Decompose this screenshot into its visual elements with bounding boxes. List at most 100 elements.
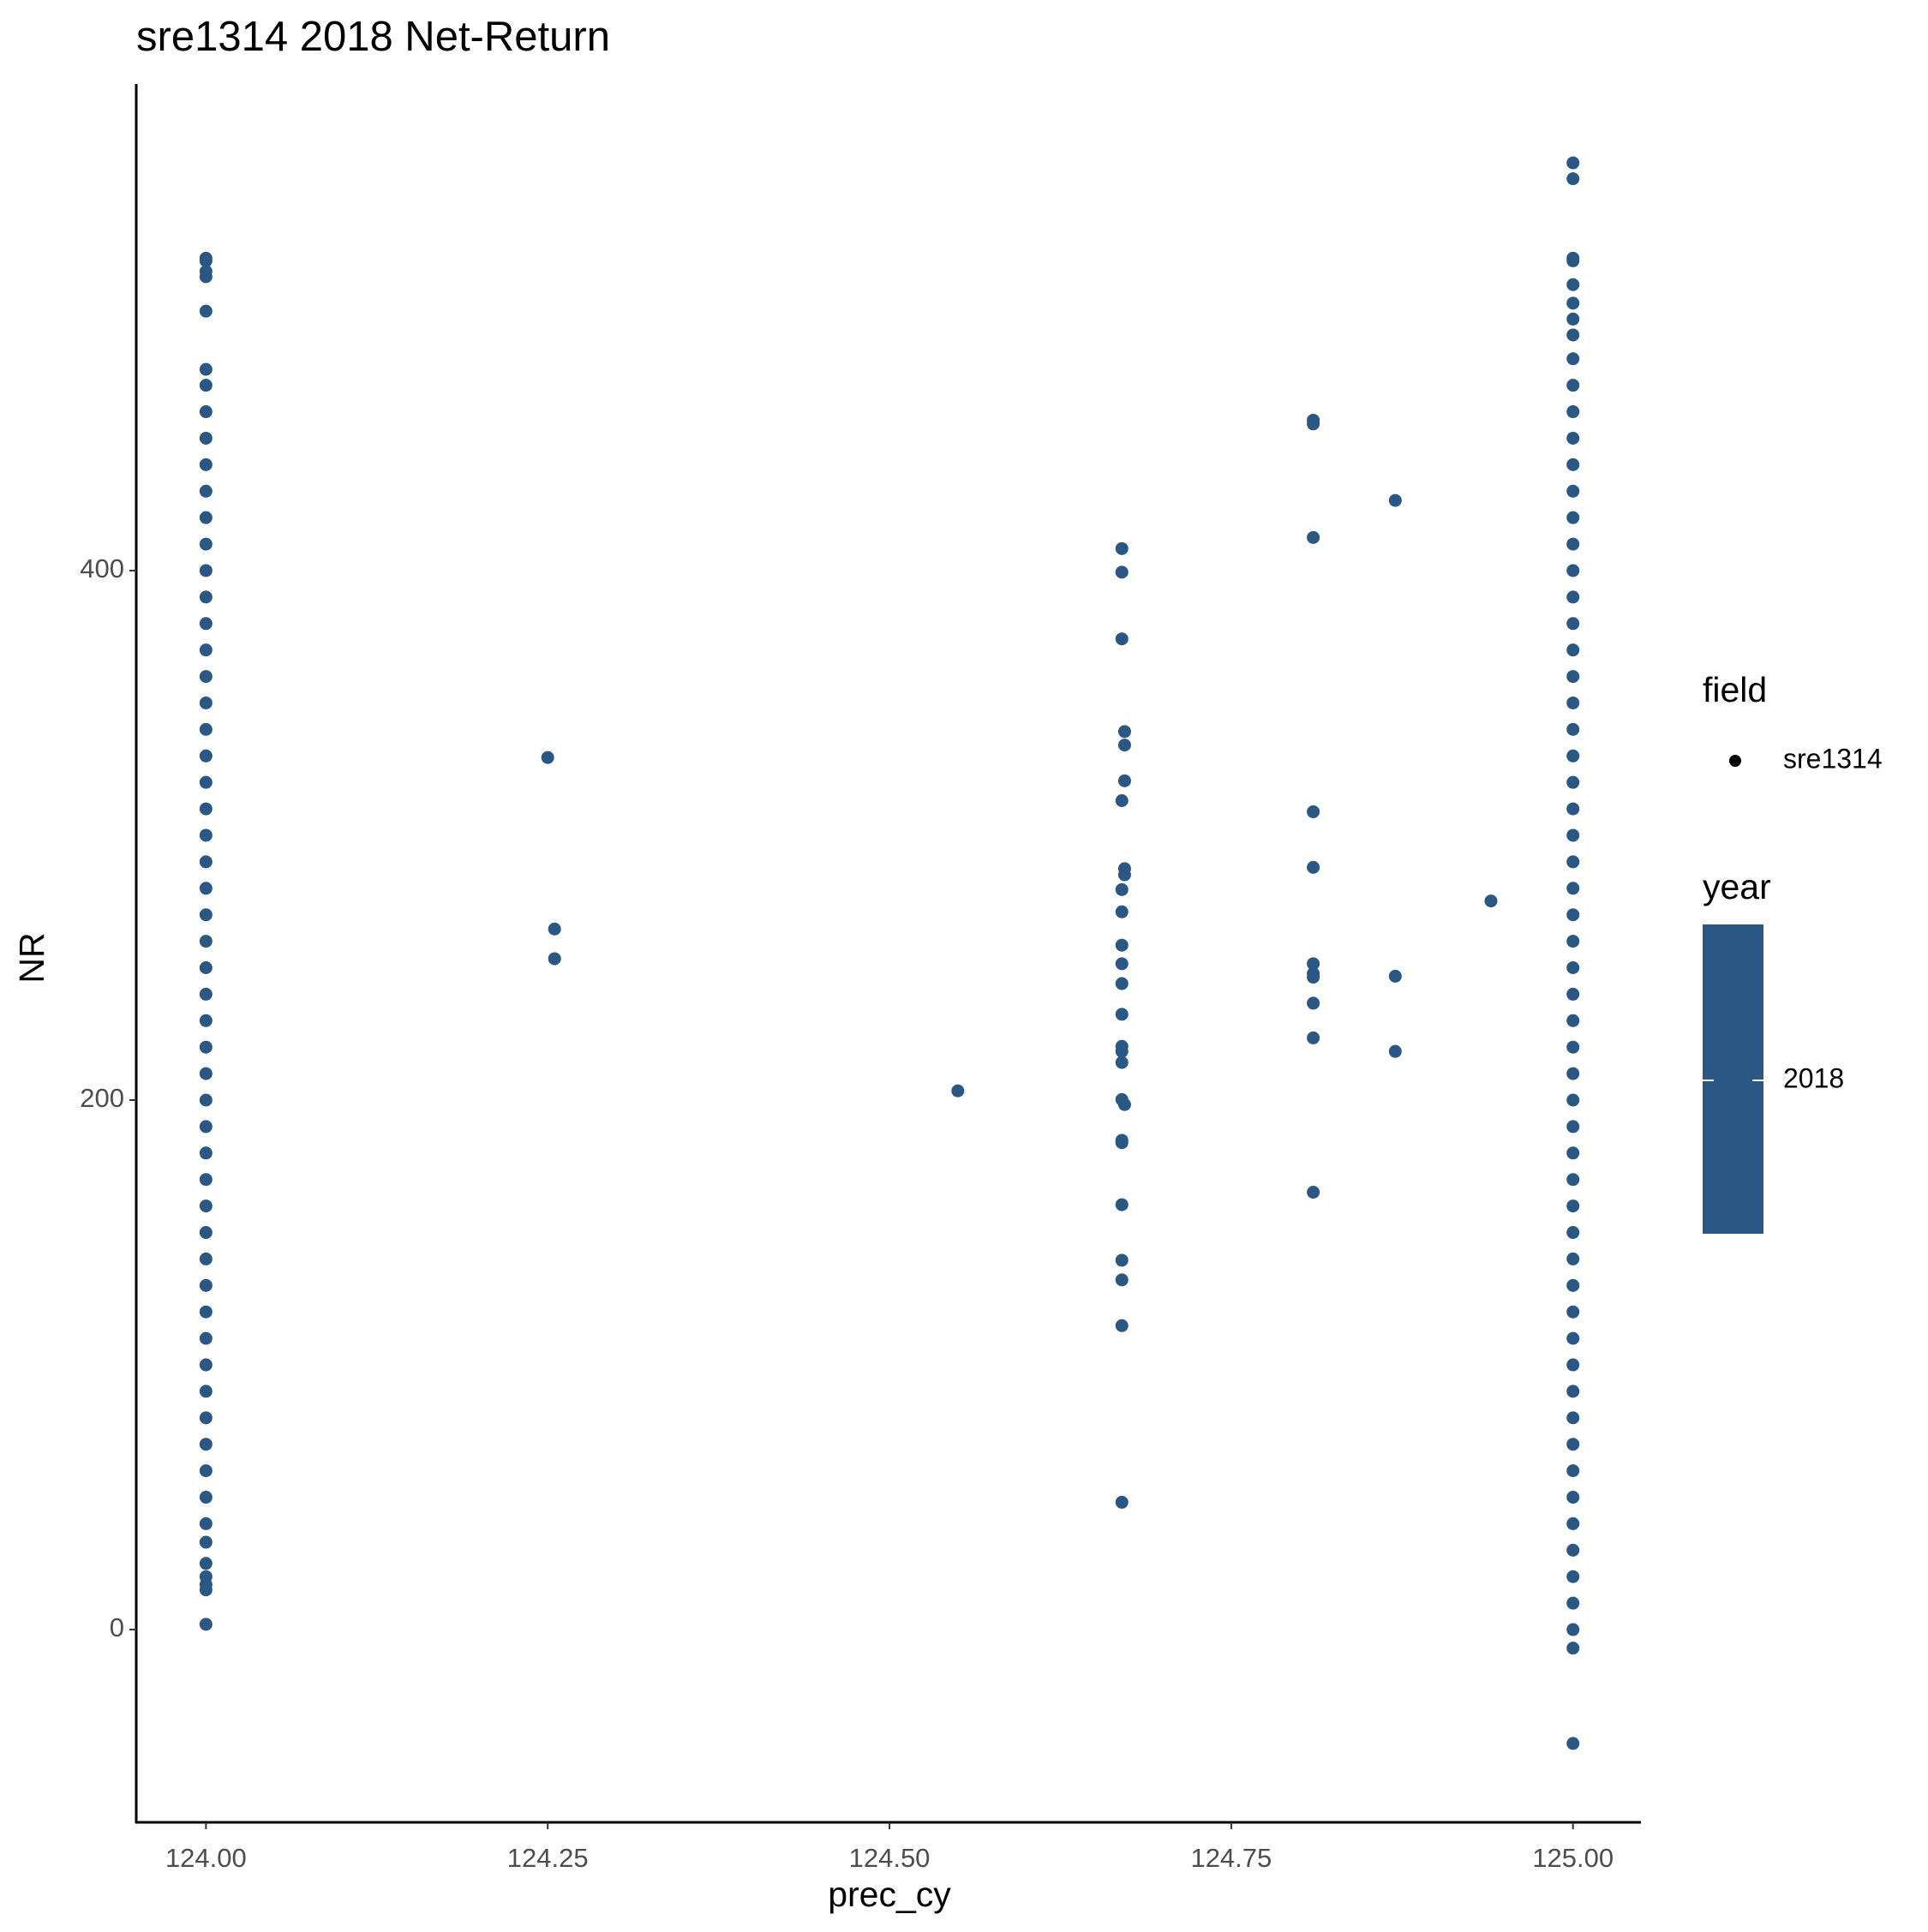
- point: [1566, 1737, 1580, 1750]
- point: [199, 696, 213, 709]
- point: [1566, 590, 1580, 604]
- point: [1566, 696, 1580, 709]
- point: [199, 1438, 213, 1451]
- point: [1566, 722, 1580, 736]
- chart-title: sre1314 2018 Net-Return: [136, 14, 610, 60]
- point: [1566, 1543, 1580, 1557]
- point: [199, 590, 213, 604]
- point: [1117, 1098, 1131, 1111]
- point: [1566, 749, 1580, 763]
- point: [1115, 1319, 1129, 1332]
- point: [199, 1173, 213, 1187]
- point: [1566, 1093, 1580, 1107]
- x-tick-label: 124.00: [165, 1843, 247, 1873]
- point: [1566, 1642, 1580, 1655]
- point: [1566, 379, 1580, 392]
- point: [1566, 1464, 1580, 1478]
- point: [199, 484, 213, 498]
- point: [548, 922, 561, 936]
- point: [199, 828, 213, 842]
- point: [199, 1252, 213, 1265]
- x-tick-label: 124.25: [507, 1843, 589, 1873]
- point: [1115, 938, 1129, 952]
- point: [199, 855, 213, 869]
- point: [1307, 957, 1320, 971]
- point: [1117, 774, 1131, 787]
- point: [1115, 882, 1129, 896]
- point: [1115, 565, 1129, 579]
- legend-title: field: [1703, 670, 1767, 709]
- point: [199, 270, 213, 284]
- point: [1115, 541, 1129, 555]
- point: [199, 960, 213, 974]
- point: [1566, 511, 1580, 524]
- point: [541, 751, 554, 764]
- legend-title: year: [1703, 867, 1771, 906]
- point: [1566, 1385, 1580, 1398]
- point: [1566, 643, 1580, 657]
- point: [1566, 1331, 1580, 1345]
- point: [199, 882, 213, 895]
- point: [951, 1084, 965, 1098]
- point: [1115, 905, 1129, 918]
- point: [199, 564, 213, 577]
- point: [199, 749, 213, 763]
- point: [199, 1226, 213, 1240]
- point: [199, 431, 213, 445]
- point: [199, 1146, 213, 1160]
- point: [1117, 725, 1131, 739]
- point: [1566, 1040, 1580, 1054]
- point: [1566, 405, 1580, 419]
- point: [1566, 1491, 1580, 1504]
- point: [1566, 1516, 1580, 1530]
- point: [1115, 1008, 1129, 1021]
- point: [1566, 296, 1580, 310]
- point: [1566, 172, 1580, 186]
- point: [199, 935, 213, 948]
- point: [1566, 1570, 1580, 1583]
- x-tick-label: 125.00: [1532, 1843, 1614, 1873]
- point: [1566, 882, 1580, 895]
- point: [199, 1199, 213, 1213]
- point: [199, 1331, 213, 1345]
- point: [199, 537, 213, 551]
- point: [1115, 1198, 1129, 1211]
- x-tick-label: 124.50: [849, 1843, 931, 1873]
- point: [1307, 1186, 1320, 1199]
- point: [1566, 1411, 1580, 1425]
- point: [548, 952, 561, 966]
- point: [1388, 493, 1402, 507]
- point: [1566, 1226, 1580, 1240]
- point: [1566, 1014, 1580, 1027]
- point: [199, 1120, 213, 1133]
- point: [1566, 1438, 1580, 1451]
- point: [1566, 312, 1580, 326]
- point: [1566, 352, 1580, 366]
- point: [1566, 458, 1580, 471]
- point: [1307, 530, 1320, 544]
- y-tick-label: 200: [80, 1083, 124, 1113]
- point: [199, 987, 213, 1001]
- point: [199, 1557, 213, 1570]
- y-axis-title: NR: [12, 932, 51, 983]
- point: [1115, 1044, 1129, 1058]
- point: [1566, 670, 1580, 684]
- point: [1307, 1031, 1320, 1044]
- point: [1566, 802, 1580, 816]
- point: [199, 379, 213, 392]
- legend-marker: [1729, 755, 1741, 767]
- point: [199, 1411, 213, 1425]
- point: [199, 722, 213, 736]
- point: [1566, 1252, 1580, 1265]
- point: [1566, 1278, 1580, 1292]
- point: [1117, 868, 1131, 882]
- point: [199, 1516, 213, 1530]
- point: [1566, 775, 1580, 789]
- point: [1117, 739, 1131, 752]
- y-tick-label: 0: [110, 1612, 124, 1642]
- point: [199, 511, 213, 524]
- point: [199, 1305, 213, 1319]
- point: [199, 1278, 213, 1292]
- point: [1115, 632, 1129, 646]
- point: [1566, 1146, 1580, 1160]
